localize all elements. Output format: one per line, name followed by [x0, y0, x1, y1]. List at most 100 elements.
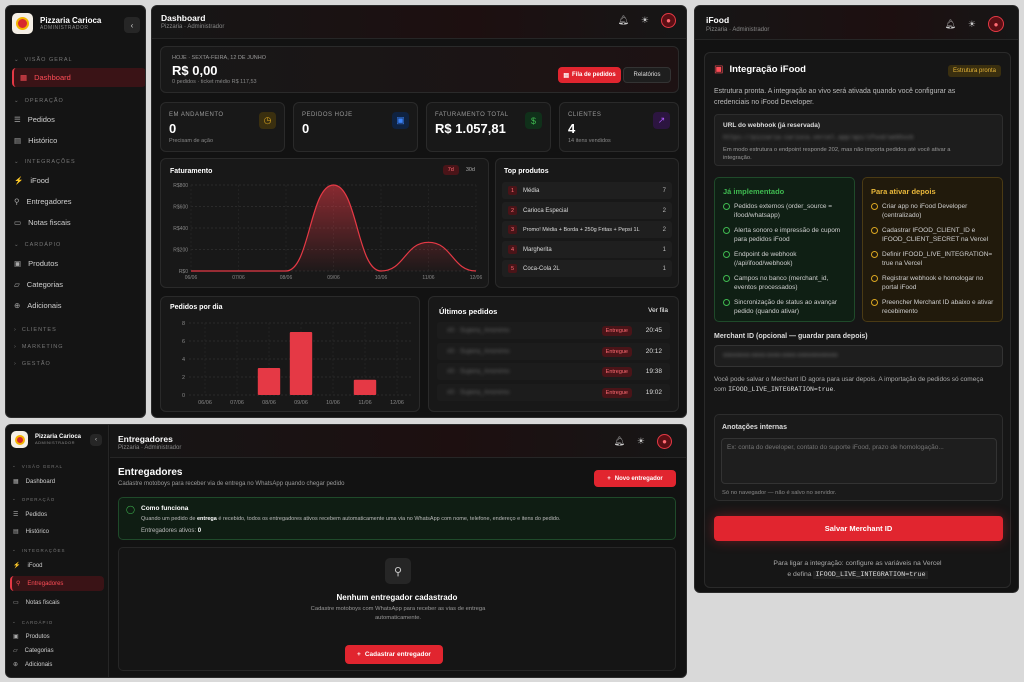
nav-section-marketing[interactable]: › MARKETING [14, 344, 64, 350]
sidebar-item-entregadores[interactable]: ⚲ Entregadores [14, 196, 72, 206]
range-7d-tab[interactable]: 7d [442, 165, 459, 175]
product-qty: 1 [662, 265, 666, 272]
collapse-sidebar-button[interactable]: ‹ [124, 17, 140, 33]
anotacoes-textarea[interactable] [721, 438, 997, 484]
sidebar-item-dashboard[interactable]: ▦ Dashboard [13, 478, 56, 486]
calendar-icon: ▤ [13, 529, 19, 535]
webhook-box: URL do webhook (já reservada) https://pi… [714, 114, 1003, 166]
fila-de-pedidos-button[interactable]: ▤ Fila de pedidos [558, 67, 621, 83]
webhook-url[interactable]: https://pizzaria-carioca.vercel.app/api/… [723, 134, 914, 141]
sun-icon[interactable]: ☀ [640, 15, 649, 25]
list-item[interactable]: 4 Margherita 1 [502, 241, 672, 258]
nav-section-clientes[interactable]: › CLIENTES [14, 327, 57, 333]
sidebar-item-adicionais[interactable]: ⊕ Adicionais [13, 661, 53, 669]
sidebar-item-ifood[interactable]: ⚡ iFood [13, 562, 43, 570]
nav-section-operacao[interactable]: ⌄ OPERAÇÃO [12, 496, 56, 502]
x-tick-label: 10/06 [375, 275, 388, 281]
bike-icon: ⚲ [16, 581, 21, 587]
table-row[interactable]: #0 · Sujeira_Anonimo Entregue 19:02 [437, 384, 670, 401]
novo-entregador-button[interactable]: + Novo entregador [594, 470, 676, 487]
nav-section-operacao[interactable]: ⌄ OPERAÇÃO [14, 98, 64, 104]
empty-desc: Cadastre motoboys com WhatsApp para rece… [310, 606, 486, 621]
page-title: Entregadores [118, 434, 173, 444]
sidebar-item-produtos[interactable]: ▣ Produtos [13, 633, 50, 641]
list-item: Cadastrar IFOOD_CLIENT_ID e IFOOD_CLIENT… [871, 226, 997, 244]
table-row[interactable]: #0 · Sujeira_Anonimo Entregue 19:38 [437, 363, 670, 380]
product-name: Coca-Cola 2L [523, 265, 560, 272]
brand-name: Pizzaria Carioca [40, 16, 102, 25]
nav-section-visao-geral[interactable]: ⌄ VISÃO GERAL [12, 463, 64, 469]
para-ativar-title: Para ativar depois [871, 187, 936, 196]
chevron-down-icon: ⌄ [14, 242, 20, 248]
sidebar-item-historico[interactable]: ▤ Histórico [13, 528, 50, 536]
list-item: Campos no banco (merchant_id, eventos pr… [723, 274, 849, 292]
sidebar-item-entregadores[interactable]: ⚲ Entregadores [10, 576, 104, 591]
kpi-value: 0 [169, 121, 177, 136]
bar [353, 379, 377, 395]
sidebar-item-pedidos[interactable]: ☰ Pedidos [14, 114, 55, 124]
sidebar-item-historico[interactable]: ▤ Histórico [14, 135, 58, 145]
order-time: 20:45 [645, 327, 662, 334]
brand-logo-icon [11, 431, 28, 448]
sidebar-item-notas[interactable]: ▭ Notas fiscais [14, 217, 71, 227]
top-produtos-card: Top produtos 1 Média 7 2 Carioca Especial 2 … [495, 158, 679, 288]
sidebar-item-categorias[interactable]: ▱ Categorias [14, 279, 64, 289]
status-badge: Estrutura pronta [947, 65, 1001, 77]
plus-icon: + [357, 651, 361, 658]
order-name: #0 · Sujeira_Anonimo [447, 327, 510, 334]
y-tick-label: R$400 [173, 226, 188, 232]
list-item[interactable]: 1 Média 7 [502, 182, 672, 199]
list-item[interactable]: 5 Coca-Cola 2L 1 [502, 260, 672, 277]
kpi-sub: 14 itens vendidos [568, 138, 611, 144]
nav-section-cardapio[interactable]: ⌄ CARDÁPIO [14, 242, 62, 248]
box-icon: ▣ [13, 634, 19, 640]
sidebar-item-adicionais[interactable]: ⊕ Adicionais [14, 300, 62, 310]
cadastrar-entregador-button[interactable]: + Cadastrar entregador [345, 645, 443, 664]
x-tick-label: 11/06 [358, 400, 371, 406]
nav-section-visao-geral[interactable]: ⌄ VISÃO GERAL [14, 57, 73, 63]
sidebar-item-notas[interactable]: ▭ Notas fiscais [13, 599, 60, 607]
brand: Pizzaria Carioca ADMINISTRADOR [12, 13, 101, 34]
y-tick-label: 0 [182, 393, 185, 399]
x-tick-label: 11/06 [422, 275, 434, 281]
sidebar-item-categorias[interactable]: ▱ Categorias [13, 647, 54, 655]
nav-section-gestao[interactable]: › GESTÃO [14, 361, 51, 367]
ver-fila-link[interactable]: Ver fila [648, 307, 668, 314]
top-produtos-title: Top produtos [504, 168, 549, 175]
merchant-id-input[interactable]: 00000000-0000-0000-0000-000000000000 [714, 345, 1003, 367]
range-30d-tab[interactable]: 30d [465, 167, 475, 173]
bell-icon[interactable]: 🔔︎ [944, 18, 956, 29]
collapse-sidebar-button[interactable]: ‹ [90, 434, 102, 446]
product-qty: 2 [662, 207, 666, 214]
nav-section-cardapio[interactable]: ⌄ CARDÁPIO [12, 619, 54, 625]
relatorios-button[interactable]: Relatórios [623, 67, 671, 83]
brand-name: Pizzaria Carioca [35, 434, 82, 440]
ativos-count: Entregadores ativos: 0 [141, 528, 202, 534]
plus-circle-icon: ⊕ [13, 662, 19, 668]
sidebar-item-pedidos[interactable]: ☰ Pedidos [13, 511, 48, 519]
sidebar-item-ifood[interactable]: ⚡ iFood [14, 175, 50, 185]
sidebar-item-dashboard[interactable]: ▦ Dashboard [12, 68, 145, 87]
brand-role: ADMINISTRADOR [40, 25, 89, 31]
bell-icon[interactable]: 🔔︎ [617, 15, 629, 25]
chevron-down-icon: ⌄ [14, 159, 20, 165]
list-item: Registrar webhook e homologar no portal … [871, 274, 997, 292]
nav-section-integracoes[interactable]: ⌄ INTEGRAÇÕES [14, 159, 76, 165]
bell-icon[interactable]: 🔔︎ [613, 436, 625, 446]
entregadores-topbar: Entregadores Pizzaria · Administrador 🔔︎… [110, 425, 686, 458]
sun-icon[interactable]: ☀ [636, 436, 645, 446]
sidebar-item-produtos[interactable]: ▣ Produtos [14, 258, 59, 268]
avatar[interactable]: ● [657, 434, 672, 449]
rank-badge: 3 [508, 225, 517, 234]
nav-section-integracoes[interactable]: ⌄ INTEGRAÇÕES [12, 547, 66, 553]
salvar-merchant-button[interactable]: Salvar Merchant ID [714, 516, 1003, 541]
list-item[interactable]: 3 Promo! Média + Borda + 250g Fritas + Pe… [502, 221, 672, 238]
list-item[interactable]: 2 Carioca Especial 2 [502, 202, 672, 219]
avatar[interactable]: ● [988, 16, 1004, 32]
table-row[interactable]: #0 · Sujeira_Anonimo Entregue 20:12 [437, 343, 670, 360]
sun-icon[interactable]: ☀ [967, 18, 976, 29]
table-row[interactable]: #0 · Sujeira_Anonimo Entregue 20:45 [437, 322, 670, 339]
page-subtitle: Pizzaria · Administrador [161, 24, 225, 30]
footer-note: Para ligar a integração: configure as va… [773, 560, 942, 579]
avatar[interactable]: ● [661, 13, 676, 28]
